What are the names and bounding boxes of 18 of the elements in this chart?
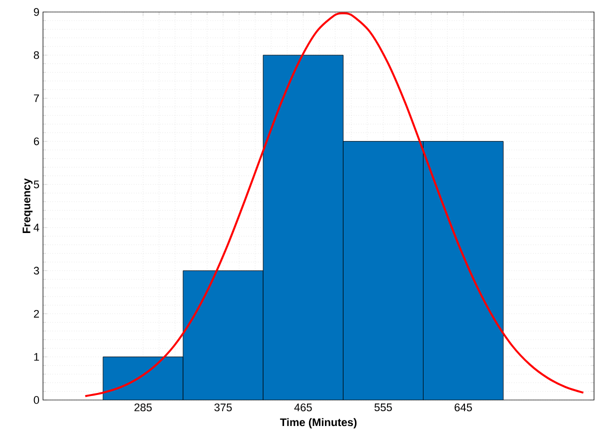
y-tick-label: 4 [34,224,40,232]
y-tick-label: 2 [34,310,39,318]
x-tick-label: 465 [294,404,312,412]
x-tick-label: 555 [374,404,392,412]
y-tick-label: 7 [34,94,39,102]
y-tick-label: 6 [34,137,39,146]
y-tick-label: 1 [34,353,39,361]
line-series [84,12,584,398]
y-tick-label: 9 [34,8,39,16]
y-tick-label: 3 [34,266,39,275]
x-tick-label: 645 [454,404,472,412]
y-axis-title: Frequency [22,178,33,233]
x-tick-label: 285 [134,404,152,412]
y-tick-label: 5 [34,180,40,188]
y-tick-label: 8 [34,51,39,59]
x-axis-title: Time (Minutes) [280,418,357,428]
x-tick-label: 375 [214,404,232,412]
y-tick-label: 0 [34,396,40,404]
